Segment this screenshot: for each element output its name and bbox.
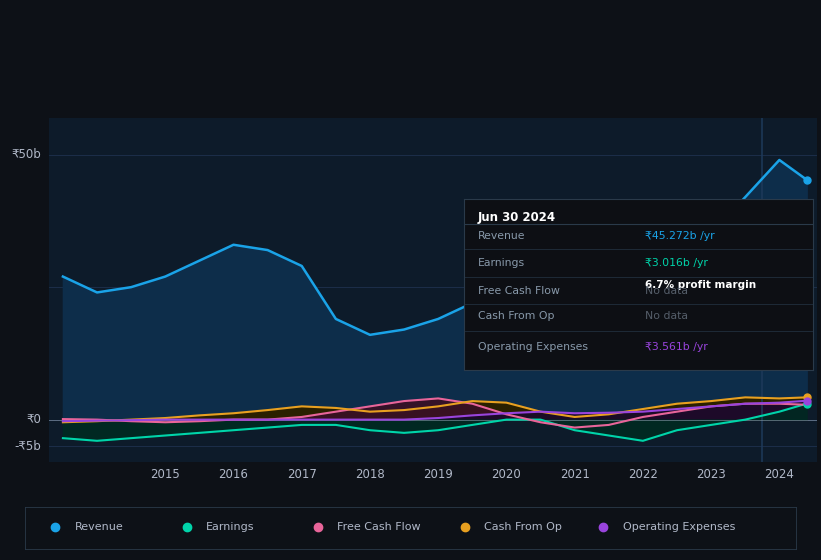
Text: Jun 30 2024: Jun 30 2024 — [478, 211, 556, 224]
Text: Free Cash Flow: Free Cash Flow — [337, 522, 421, 532]
Text: Revenue: Revenue — [75, 522, 123, 532]
Text: ₹45.272b /yr: ₹45.272b /yr — [645, 231, 715, 241]
Text: No data: No data — [645, 286, 688, 296]
Text: Cash From Op: Cash From Op — [478, 311, 554, 321]
Text: ₹3.561b /yr: ₹3.561b /yr — [645, 342, 708, 352]
Text: ₹3.016b /yr: ₹3.016b /yr — [645, 258, 709, 268]
Text: Operating Expenses: Operating Expenses — [623, 522, 735, 532]
Text: Free Cash Flow: Free Cash Flow — [478, 286, 560, 296]
Text: Earnings: Earnings — [478, 258, 525, 268]
Text: Earnings: Earnings — [206, 522, 255, 532]
Text: 6.7% profit margin: 6.7% profit margin — [645, 280, 756, 290]
Text: Cash From Op: Cash From Op — [484, 522, 562, 532]
Text: Revenue: Revenue — [478, 231, 525, 241]
Text: Operating Expenses: Operating Expenses — [478, 342, 588, 352]
Text: No data: No data — [645, 311, 688, 321]
Text: ₹50b: ₹50b — [11, 148, 42, 161]
Text: -₹5b: -₹5b — [15, 440, 42, 452]
Text: ₹0: ₹0 — [27, 413, 42, 426]
